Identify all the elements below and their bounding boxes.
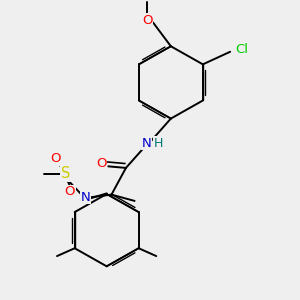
- Text: N: N: [141, 136, 151, 150]
- Text: O: O: [142, 14, 153, 27]
- Text: N: N: [81, 190, 90, 204]
- Text: O: O: [64, 185, 75, 198]
- Text: O: O: [50, 152, 61, 165]
- Text: S: S: [61, 166, 70, 181]
- Text: Cl: Cl: [235, 43, 248, 56]
- Text: H: H: [154, 136, 163, 150]
- Text: O: O: [96, 157, 106, 170]
